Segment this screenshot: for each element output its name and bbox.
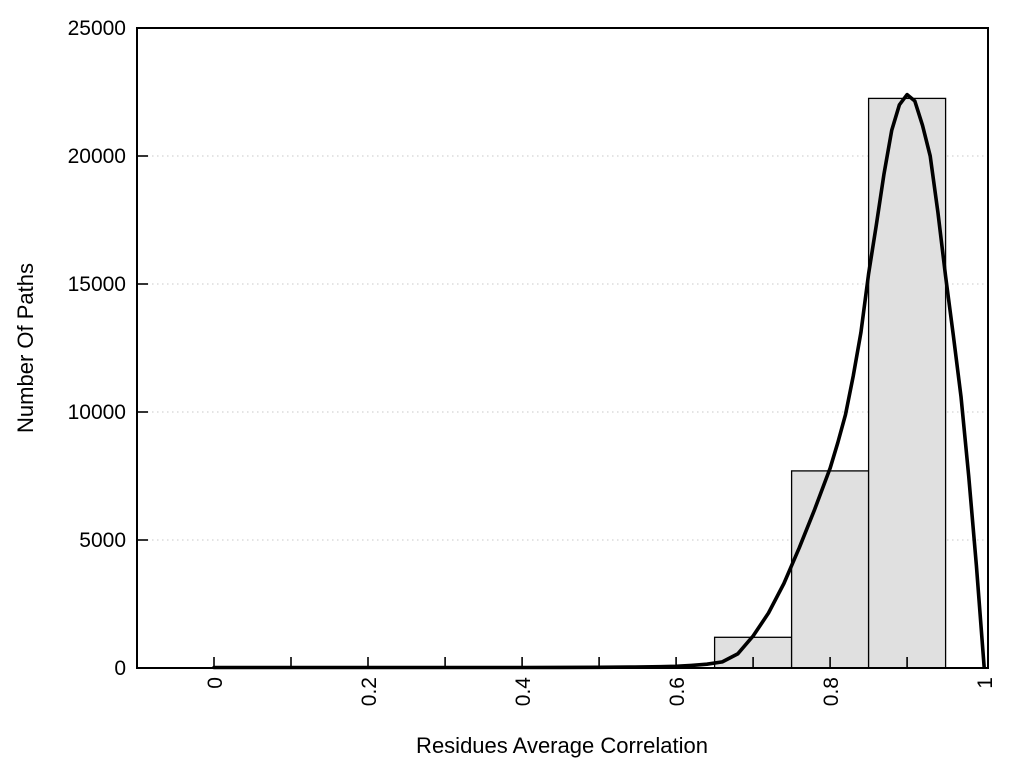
x-tick-label: 0.4 [512, 677, 535, 707]
y-tick-label: 10000 [68, 401, 126, 424]
y-tick-label: 25000 [68, 17, 126, 40]
x-tick-label: 0.8 [820, 677, 843, 706]
x-axis-title: Residues Average Correlation [416, 733, 708, 758]
x-tick-label: 0.2 [358, 677, 381, 706]
x-tick-label: 0.6 [666, 677, 689, 706]
y-tick-label: 0 [114, 657, 126, 680]
y-tick-label: 20000 [68, 145, 126, 168]
x-tick-label: 1 [974, 677, 997, 689]
histogram-bar [790, 470, 870, 669]
y-axis-title: Number Of Paths [13, 263, 38, 433]
plot-frame [136, 27, 989, 669]
x-tick-label: 0 [204, 677, 227, 689]
y-tick-label: 15000 [68, 273, 126, 296]
y-tick-label: 5000 [79, 529, 126, 552]
